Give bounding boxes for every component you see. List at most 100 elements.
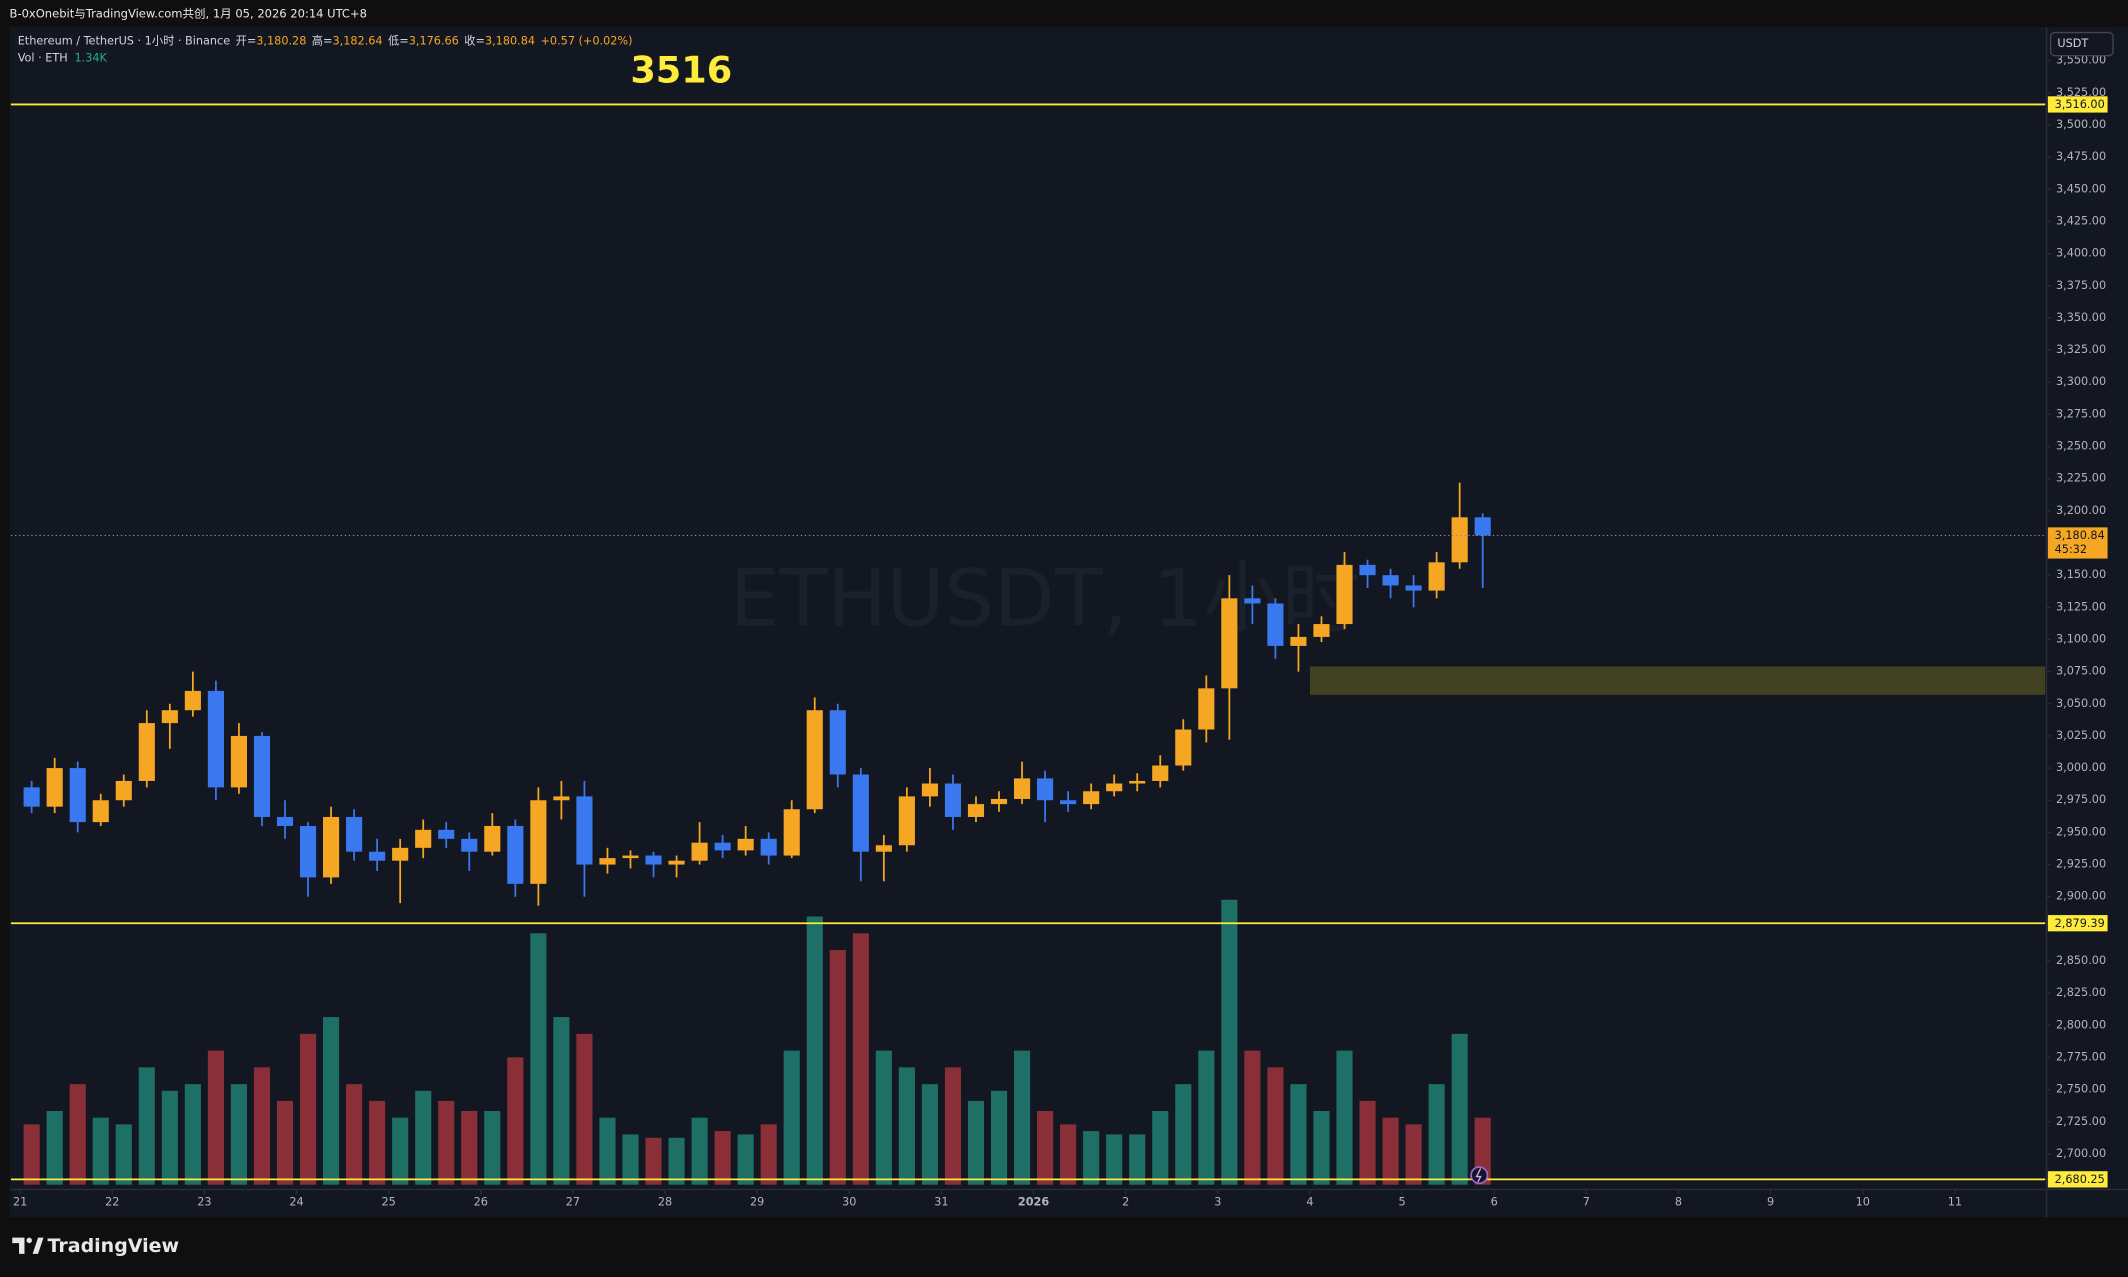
volume-bar	[461, 1110, 478, 1185]
candle-body	[645, 855, 662, 865]
volume-bar	[1013, 1050, 1031, 1185]
volume-bar	[645, 1137, 662, 1185]
y-tick-label: 3,275.00	[2056, 407, 2106, 420]
candle-body	[507, 825, 524, 884]
x-tick-label: 30	[842, 1195, 856, 1208]
candle-body	[806, 710, 823, 810]
legend-value: 3,182.64	[333, 34, 383, 47]
volume-bar	[553, 1017, 570, 1185]
candle-body	[553, 796, 570, 801]
y-tick-label: 3,550.00	[2056, 54, 2106, 67]
price-label: 3,516.00	[2055, 98, 2105, 111]
y-tick-label: 3,075.00	[2056, 665, 2106, 678]
volume-bar	[599, 1117, 616, 1185]
volume-bar	[806, 916, 823, 1185]
candle-body	[875, 845, 892, 852]
volume-bar	[530, 933, 547, 1185]
zone	[1309, 666, 2046, 695]
candle-body	[23, 787, 40, 807]
brand-text: TradingView	[48, 1235, 180, 1257]
volume-bar	[898, 1067, 915, 1185]
candle-body	[92, 800, 109, 823]
x-tick-label: 2	[1122, 1195, 1129, 1208]
candle-body	[230, 735, 248, 788]
candle-body	[1428, 562, 1445, 591]
chart-pane	[9, 27, 2128, 1218]
candle-body	[829, 710, 846, 775]
x-tick-label: 22	[105, 1195, 119, 1208]
candle-body	[599, 858, 616, 865]
y-tick-label: 2,775.00	[2056, 1050, 2106, 1063]
volume-bar	[967, 1100, 985, 1185]
volume-bar	[760, 1124, 777, 1185]
candle-body	[783, 809, 800, 856]
x-tick-label: 6	[1491, 1195, 1498, 1208]
volume-bar	[484, 1110, 501, 1185]
volume-bar	[1451, 1033, 1468, 1185]
x-tick-label: 24	[289, 1195, 303, 1208]
legend: Ethereum / TetherUS · 1小时 · Binance 开=3,1…	[18, 33, 633, 47]
y-tick-label: 2,725.00	[2056, 1115, 2106, 1128]
volume-bar	[161, 1090, 178, 1185]
y-tick-label: 3,525.00	[2056, 86, 2106, 99]
y-tick-label: 3,400.00	[2056, 247, 2106, 260]
legend-change: +0.57 (+0.02%)	[540, 34, 632, 47]
volume-bar	[1359, 1100, 1376, 1185]
y-tick-label: 3,050.00	[2056, 697, 2106, 710]
x-tick-label: 28	[658, 1195, 672, 1208]
candle-body	[207, 690, 224, 788]
header-text: B-0xOnebit与TradingView.com共创, 1月 05, 202…	[10, 7, 367, 21]
candle-body	[530, 800, 547, 884]
candle-body	[1037, 778, 1054, 801]
legend-label: 低=	[388, 34, 409, 47]
candle-body	[1152, 765, 1169, 781]
volume-bar	[944, 1067, 962, 1185]
candle-body	[1290, 636, 1307, 646]
candle-body	[138, 723, 155, 781]
volume-bar	[1221, 899, 1238, 1185]
x-tick-label: 5	[1399, 1195, 1406, 1208]
candle-body	[1267, 603, 1284, 646]
brand-logo	[12, 1237, 44, 1254]
event-icon[interactable]	[1470, 1166, 1489, 1185]
candle-body	[737, 838, 754, 851]
volume-bar	[415, 1090, 432, 1185]
candle-body	[69, 768, 86, 823]
candle-body	[1083, 791, 1100, 805]
y-tick-label: 2,950.00	[2056, 825, 2106, 838]
y-tick-label: 2,925.00	[2056, 858, 2106, 871]
volume-bar	[507, 1057, 524, 1185]
volume-bar	[346, 1084, 363, 1185]
y-tick-label: 3,350.00	[2056, 311, 2106, 324]
y-tick-label: 3,450.00	[2056, 182, 2106, 195]
y-tick-label: 3,325.00	[2056, 343, 2106, 356]
last-price-label: 3,180.84	[2055, 529, 2105, 542]
candle-body	[253, 735, 271, 817]
volume-bar	[1405, 1124, 1422, 1185]
price-label-box	[2047, 915, 2108, 932]
volume-bar	[576, 1033, 593, 1185]
currency-button[interactable]	[2049, 31, 2114, 57]
y-tick-label: 2,900.00	[2056, 890, 2106, 903]
candle-body	[1106, 783, 1123, 792]
volume-bar	[207, 1050, 224, 1185]
currency-label[interactable]: USDT	[2057, 37, 2088, 50]
y-tick-label: 2,850.00	[2056, 954, 2106, 967]
y-tick-label: 3,250.00	[2056, 440, 2106, 453]
countdown-label: 45:32	[2055, 543, 2087, 556]
volume-bar	[46, 1110, 63, 1185]
candle-body	[115, 780, 132, 801]
volume-bar	[184, 1084, 201, 1185]
volume-bar	[115, 1124, 132, 1185]
candle-body	[1060, 800, 1077, 805]
y-tick-label: 3,300.00	[2056, 375, 2106, 388]
volume-bar	[1037, 1110, 1054, 1185]
volume-bar	[875, 1050, 892, 1185]
candle-body	[484, 825, 501, 852]
volume-bar	[369, 1100, 386, 1185]
volume-bar	[852, 933, 869, 1185]
x-tick-label: 31	[934, 1195, 948, 1208]
volume-bar	[69, 1084, 86, 1185]
volume-bar	[276, 1100, 294, 1185]
